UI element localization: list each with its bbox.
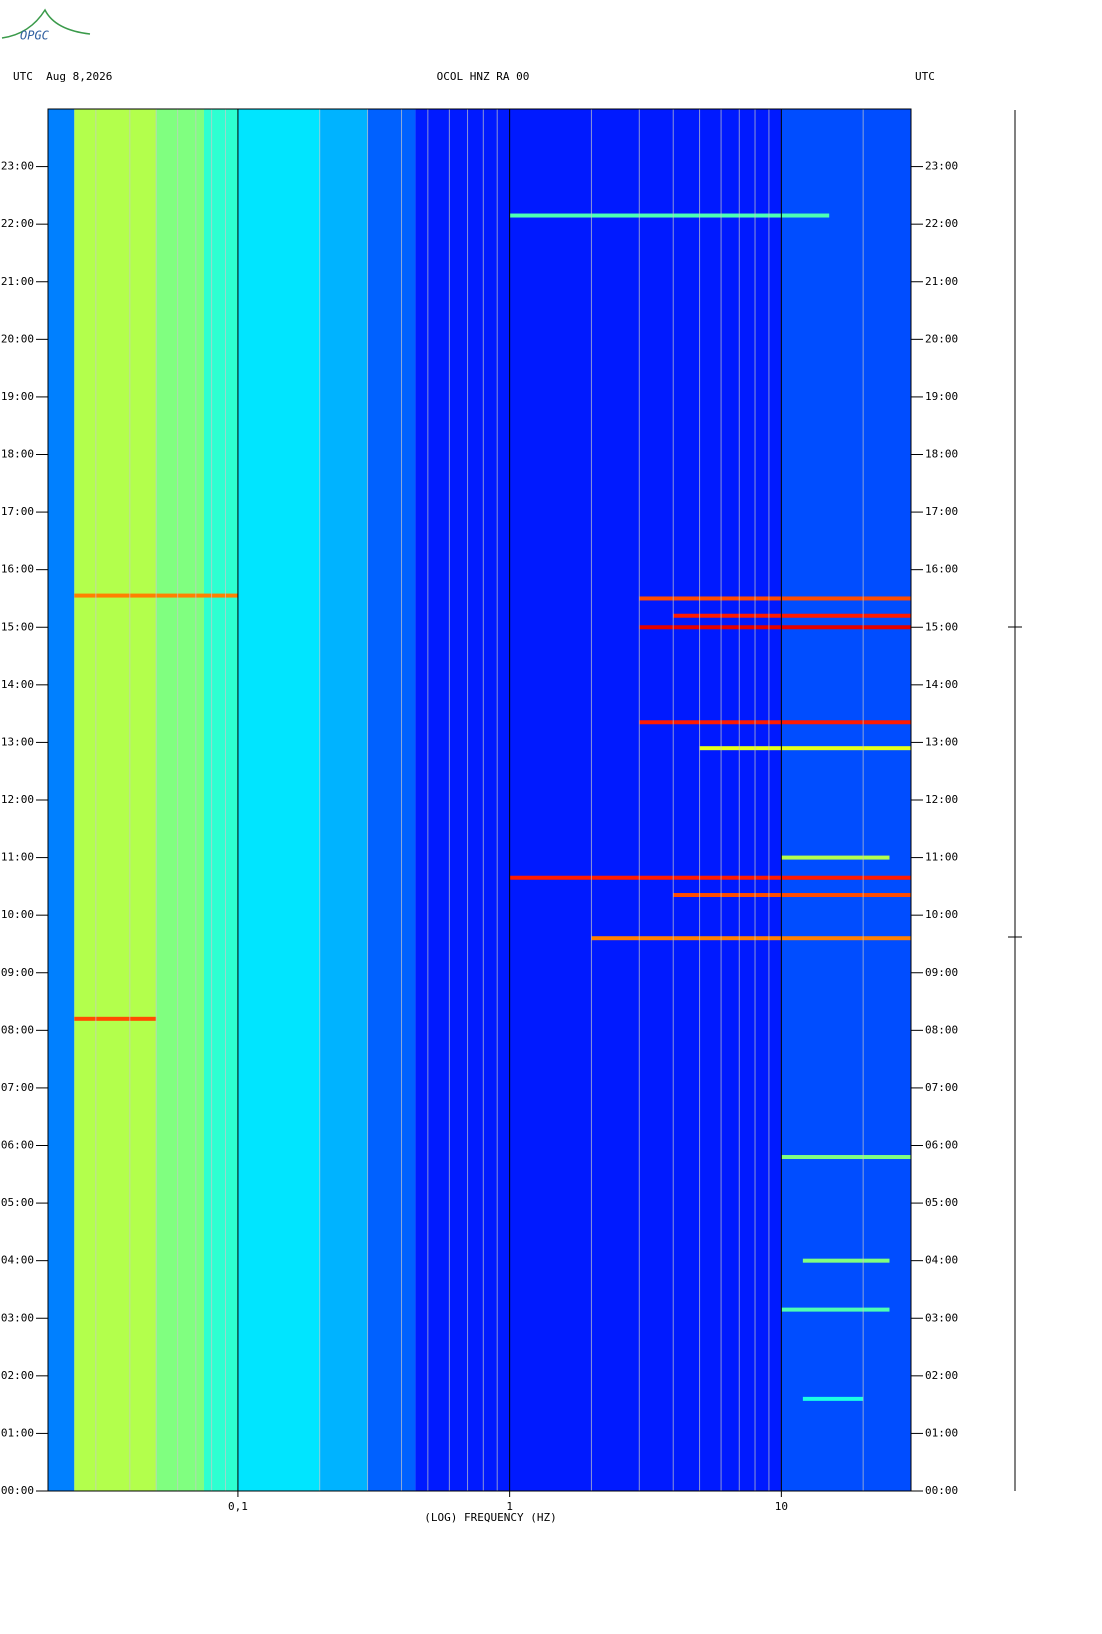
- event-band: [74, 1016, 157, 1021]
- y-tick-label: 11:00: [925, 851, 958, 864]
- header-left: UTC Aug 8,2026: [13, 70, 112, 83]
- spectrum-band: [203, 109, 238, 1491]
- event-band: [509, 213, 830, 218]
- y-tick-label: 00:00: [925, 1484, 958, 1497]
- y-tick-label: 01:00: [1, 1426, 34, 1439]
- y-tick-label: 23:00: [1, 160, 34, 173]
- y-tick-label: 06:00: [925, 1139, 958, 1152]
- y-tick-label: 20:00: [925, 332, 958, 345]
- y-tick-label: 10:00: [925, 908, 958, 921]
- spectrum-band: [48, 109, 75, 1491]
- event-band: [802, 1258, 890, 1263]
- y-tick-label: 16:00: [1, 563, 34, 576]
- event-band: [802, 1396, 864, 1401]
- logo: OPGC: [20, 29, 50, 43]
- y-tick-label: 21:00: [925, 275, 958, 288]
- spectrum-band: [156, 109, 204, 1491]
- event-band: [673, 893, 911, 898]
- spectrum-band: [367, 109, 416, 1491]
- y-tick-label: 10:00: [1, 908, 34, 921]
- y-tick-label: 13:00: [1, 735, 34, 748]
- y-tick-label: 04:00: [1, 1254, 34, 1267]
- y-tick-label: 22:00: [1, 217, 34, 230]
- y-tick-label: 02:00: [925, 1369, 958, 1382]
- y-tick-label: 21:00: [1, 275, 34, 288]
- y-tick-label: 02:00: [1, 1369, 34, 1382]
- y-tick-label: 08:00: [925, 1023, 958, 1036]
- y-tick-label: 01:00: [925, 1426, 958, 1439]
- y-tick-label: 07:00: [1, 1081, 34, 1094]
- event-band: [591, 936, 911, 941]
- y-tick-label: 09:00: [925, 966, 958, 979]
- y-tick-label: 07:00: [925, 1081, 958, 1094]
- plot-frame: [47, 108, 912, 1492]
- y-tick-label: 04:00: [925, 1254, 958, 1267]
- logo-curve: [1, 8, 91, 39]
- y-tick-label: 18:00: [925, 448, 958, 461]
- event-band: [699, 746, 911, 751]
- x-tick-label: 1: [506, 1500, 513, 1513]
- event-band: [639, 625, 911, 630]
- y-tick-label: 16:00: [925, 563, 958, 576]
- y-tick-label: 22:00: [925, 217, 958, 230]
- x-tick-label: 10: [775, 1500, 788, 1513]
- y-tick-label: 15:00: [925, 620, 958, 633]
- y-tick-label: 14:00: [925, 678, 958, 691]
- y-tick-label: 06:00: [1, 1139, 34, 1152]
- spectrum-band: [237, 109, 320, 1491]
- header-center: OCOL HNZ RA 00: [437, 70, 530, 83]
- event-band: [781, 1155, 911, 1160]
- event-band: [639, 596, 911, 601]
- spectrum-band: [74, 109, 157, 1491]
- event-band: [781, 855, 890, 860]
- y-tick-label: 18:00: [1, 448, 34, 461]
- y-tick-label: 12:00: [1, 793, 34, 806]
- y-tick-label: 00:00: [1, 1484, 34, 1497]
- y-tick-label: 05:00: [925, 1196, 958, 1209]
- y-tick-label: 17:00: [925, 505, 958, 518]
- y-tick-label: 19:00: [1, 390, 34, 403]
- spectrum-band: [415, 109, 782, 1491]
- y-tick-label: 14:00: [1, 678, 34, 691]
- event-band: [509, 875, 911, 880]
- y-tick-label: 12:00: [925, 793, 958, 806]
- x-axis-label: (LOG) FREQUENCY (HZ): [424, 1511, 556, 1524]
- y-tick-label: 03:00: [1, 1311, 34, 1324]
- header-right: UTC: [915, 70, 935, 83]
- y-tick-label: 11:00: [1, 851, 34, 864]
- y-tick-label: 03:00: [925, 1311, 958, 1324]
- event-band: [781, 1307, 890, 1312]
- y-tick-label: 08:00: [1, 1023, 34, 1036]
- y-tick-label: 05:00: [1, 1196, 34, 1209]
- spectrum-band: [781, 109, 911, 1491]
- y-tick-label: 23:00: [925, 160, 958, 173]
- y-tick-label: 20:00: [1, 332, 34, 345]
- y-tick-label: 13:00: [925, 735, 958, 748]
- y-tick-label: 09:00: [1, 966, 34, 979]
- y-tick-label: 17:00: [1, 505, 34, 518]
- y-tick-label: 19:00: [925, 390, 958, 403]
- event-band: [639, 720, 911, 725]
- x-tick-label: 0,1: [228, 1500, 248, 1513]
- event-band: [673, 613, 911, 618]
- y-tick-label: 15:00: [1, 620, 34, 633]
- spectrum-band: [319, 109, 368, 1491]
